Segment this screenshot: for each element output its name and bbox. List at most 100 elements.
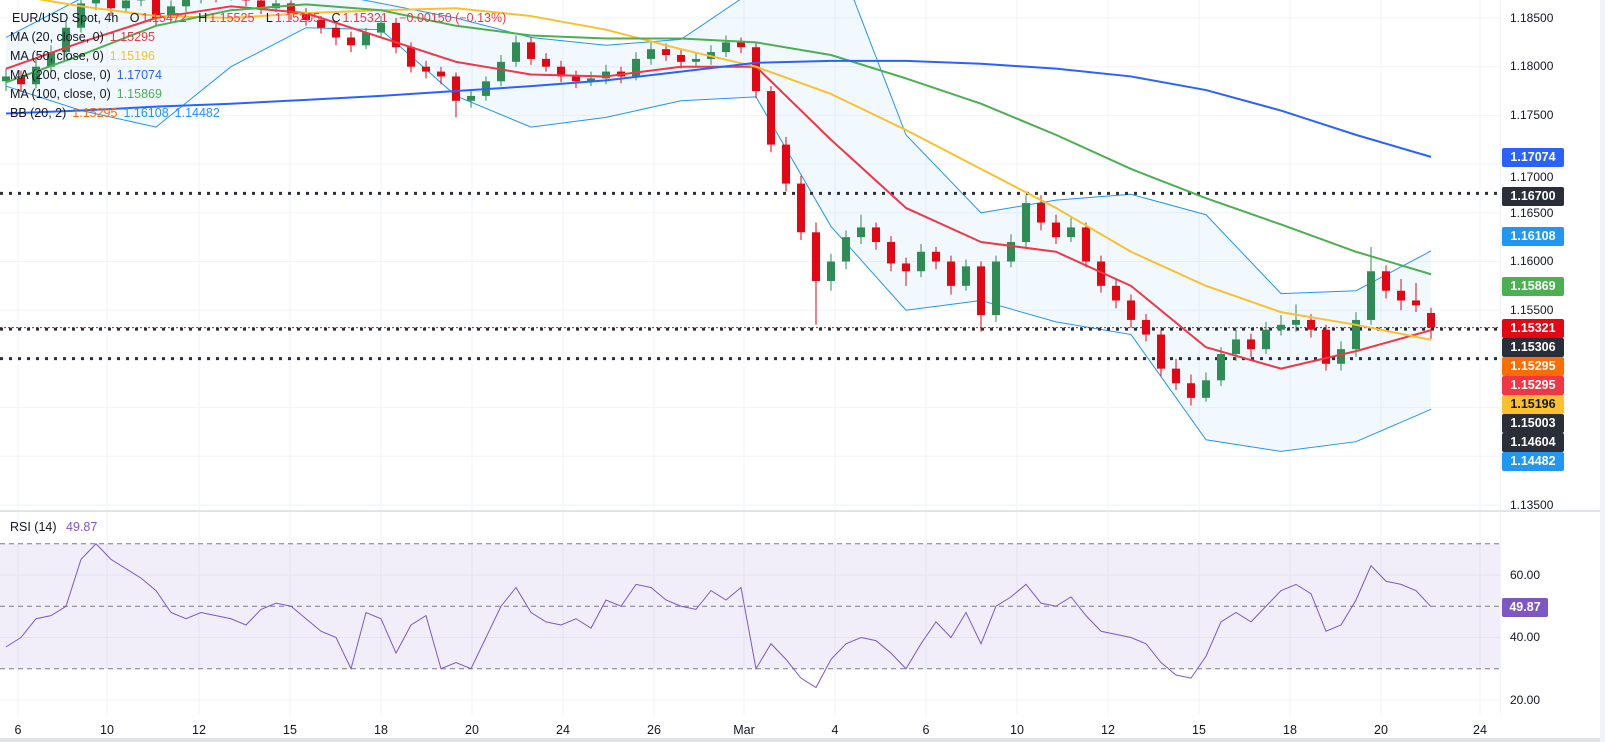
candle-body [1352,319,1360,350]
symbol-label[interactable]: EUR/USD Spot, 4h [12,11,119,25]
price-badge: 1.15295 [1502,376,1564,395]
candle-body [317,19,325,28]
rsi-label[interactable]: RSI (14) [10,520,57,534]
indicator-legend-row[interactable]: MA (200, close, 0) 1.17074 [10,66,506,85]
indicator-legend-row[interactable]: MA (20, close, 0) 1.15295 [10,28,506,47]
candle [1397,279,1405,311]
indicator-legend-row[interactable]: BB (20, 2) 1.15295 1.16108 1.14482 [10,104,506,123]
candle [632,52,640,81]
candle [1352,312,1360,357]
price-badge: 1.15295 [1502,357,1564,376]
candle-body [1367,271,1375,320]
rsi-tick-label: 60.00 [1510,568,1541,582]
candle [812,222,820,325]
candle [857,214,865,244]
candle-body [812,232,820,281]
candle-body [827,261,835,281]
indicator-legend-row[interactable]: MA (100, close, 0) 1.15869 [10,85,506,104]
candle [92,0,100,11]
candle-body [437,71,445,77]
candle [2,68,10,92]
candle-body [1202,380,1210,398]
rsi-tick-label: 40.00 [1510,630,1541,644]
time-tick-label: 24 [556,723,570,737]
candle [557,60,565,83]
candle-body [797,183,805,233]
candle [1052,214,1060,244]
candle [677,49,685,69]
candle [287,0,295,20]
candle [947,255,955,295]
pane-divider[interactable] [0,510,1605,512]
candle-body [1037,203,1045,223]
candle [752,43,760,98]
candle-body [902,263,910,272]
indicator-value: 1.17074 [116,68,162,82]
candle-body [1337,349,1345,364]
candle [107,0,115,17]
candle [962,259,970,291]
candle [722,35,730,57]
candle [332,22,340,46]
candle [137,0,145,7]
price-badge: 1.16700 [1502,187,1564,206]
candle [767,86,775,153]
candle-body [287,3,295,14]
price-tick-label: 1.17000 [1510,170,1554,184]
time-tick-label: Mar [733,723,755,737]
candle [692,53,700,67]
candle-body [677,55,685,62]
rsi-legend: RSI (14) 49.87 [10,520,97,534]
candle-body [992,261,1000,316]
candle [377,16,385,38]
candle-body [977,266,985,316]
candle-body [467,95,475,101]
candle [1322,324,1330,371]
candle [422,60,430,79]
candle-body [107,0,115,9]
price-tick-label: 1.16000 [1510,254,1554,268]
candle-body [557,66,565,77]
low-value: 1.15205 [274,11,321,25]
candle [512,35,520,67]
candle [1097,255,1105,293]
candle-body [47,52,55,67]
indicator-value: 1.16108 [123,106,169,120]
candle-body [1022,203,1030,243]
candle-body [32,66,40,85]
candle [392,18,400,54]
candle [827,253,835,291]
candle-body [737,42,745,48]
candle-body [1412,300,1420,306]
candle-body [527,42,535,59]
candle [1262,321,1270,355]
candle-body [917,251,925,272]
price-badge: 1.15306 [1502,338,1564,357]
candle [1112,279,1120,309]
candle [32,58,40,89]
candle [1277,315,1285,336]
bottom-border [0,738,1605,742]
price-chart-pane[interactable] [0,0,1500,510]
candle-body [692,58,700,62]
candle [302,8,310,26]
candle-body [497,61,505,82]
price-badge: 1.14604 [1502,433,1564,452]
candle-body [1262,329,1270,350]
time-tick-label: 12 [1101,723,1115,737]
indicator-legend-row[interactable]: MA (50, close, 0) 1.15196 [10,47,506,66]
rsi-pane[interactable] [0,512,1500,715]
candle-body [767,91,775,145]
candle-body [1427,312,1435,328]
candle [887,236,895,272]
price-badge: 1.15869 [1502,277,1564,296]
candle-body [662,49,670,56]
candle-body [377,22,385,33]
candle [1412,282,1420,313]
indicator-label: MA (200, close, 0) [10,68,111,82]
bollinger-upper-line [5,0,1432,295]
candle-body [632,58,640,77]
indicator-value: 1.15295 [72,106,118,120]
candle [1217,347,1225,387]
candle [1007,234,1015,268]
